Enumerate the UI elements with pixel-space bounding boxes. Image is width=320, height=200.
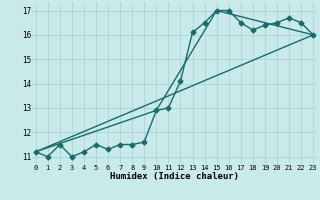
X-axis label: Humidex (Indice chaleur): Humidex (Indice chaleur): [110, 172, 239, 181]
